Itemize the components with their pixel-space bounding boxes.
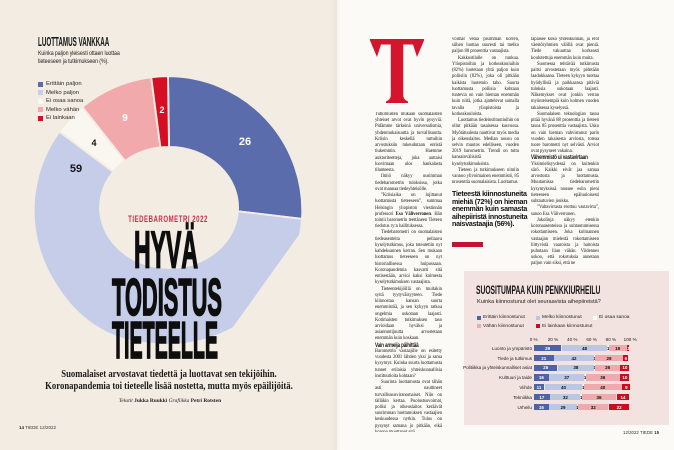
- svg-text:9: 9: [122, 113, 128, 124]
- svg-text:59: 59: [70, 163, 82, 175]
- svg-text:TODISTUS: TODISTUS: [112, 269, 222, 327]
- svg-text:TIETEELLE: TIETEELLE: [112, 312, 218, 370]
- svg-text:4: 4: [91, 138, 96, 148]
- svg-text:2: 2: [159, 105, 164, 115]
- svg-text:26: 26: [239, 136, 251, 148]
- svg-text:HYVÄ: HYVÄ: [134, 222, 198, 280]
